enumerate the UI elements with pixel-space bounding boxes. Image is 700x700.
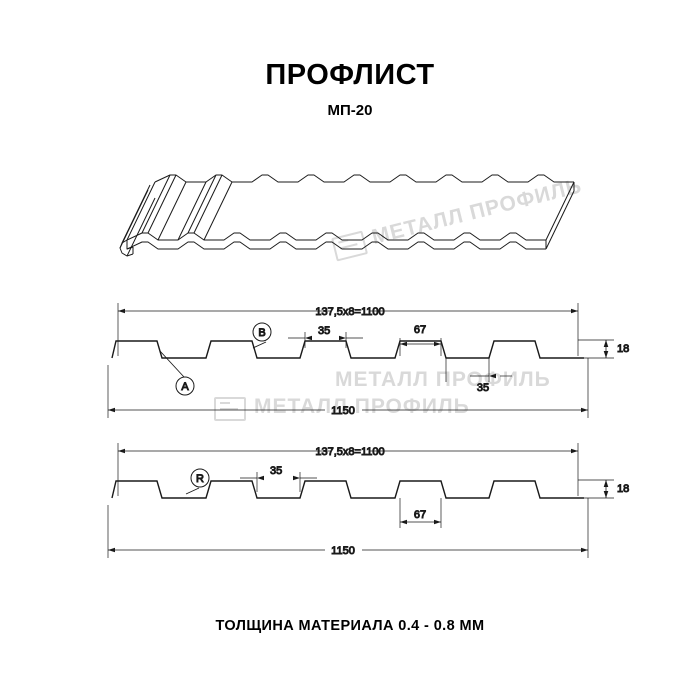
- dimension-top-1100-label: 137,5х8=1100: [315, 306, 384, 318]
- flat-bottom-67-label: 67: [414, 509, 426, 521]
- rib-bottom-35-label: 35: [270, 465, 282, 477]
- flat-top-67-label: 67: [414, 324, 426, 336]
- extension-lines-top: [107, 303, 614, 418]
- dimension-line-bottom-1100: [118, 448, 578, 454]
- rib-dimension-top-35-lower: [445, 358, 512, 382]
- material-thickness-note: ТОЛЩИНА МАТЕРИАЛА 0.4 - 0.8 ММ: [215, 618, 485, 634]
- dimension-bottom-1100-label: 137,5х8=1100: [315, 446, 384, 458]
- dimension-bottom-height-label: 18: [617, 483, 629, 495]
- dimension-line-top-height: [603, 340, 609, 358]
- dimension-line-bottom-1150: [108, 547, 588, 553]
- callout-b-label: B: [258, 327, 265, 339]
- product-model: МП-20: [327, 102, 373, 119]
- rib-dimension-bottom-35: [240, 472, 317, 492]
- isometric-sheet: [119, 174, 575, 257]
- callout-r-label: R: [196, 473, 204, 485]
- callout-b-leader: [252, 322, 272, 349]
- dimension-line-top-1100: [118, 308, 578, 314]
- profile-section-top: [111, 340, 584, 359]
- rib-top-35-lower-label: 35: [477, 382, 489, 394]
- flat-dimension-top-67: [399, 338, 442, 356]
- dimension-top-height-label: 18: [617, 343, 629, 355]
- callout-a-label: A: [181, 381, 189, 393]
- title-block: ПРОФЛИСТ МП-20: [0, 58, 700, 120]
- extension-lines-bottom: [107, 443, 614, 558]
- profile-diagram-bottom: 137,5х8=1100 1150 18 35: [107, 443, 630, 558]
- rib-top-35-upper-label: 35: [318, 325, 330, 337]
- dimension-line-top-1150: [108, 407, 588, 413]
- dimension-line-bottom-height: [603, 480, 609, 498]
- dimension-bottom-1150-label: 1150: [331, 545, 355, 557]
- page-title: ПРОФЛИСТ: [265, 59, 435, 91]
- rib-dimension-top-35-upper: [288, 332, 363, 348]
- profile-section-bottom: [111, 480, 584, 499]
- dimension-top-1150-label: 1150: [331, 405, 355, 417]
- profile-diagram-top: 137,5х8=1100 1150 18: [107, 303, 630, 418]
- callout-a-leader: [159, 350, 195, 396]
- callout-r-leader: [185, 468, 210, 495]
- flat-dimension-bottom-67: [399, 498, 442, 528]
